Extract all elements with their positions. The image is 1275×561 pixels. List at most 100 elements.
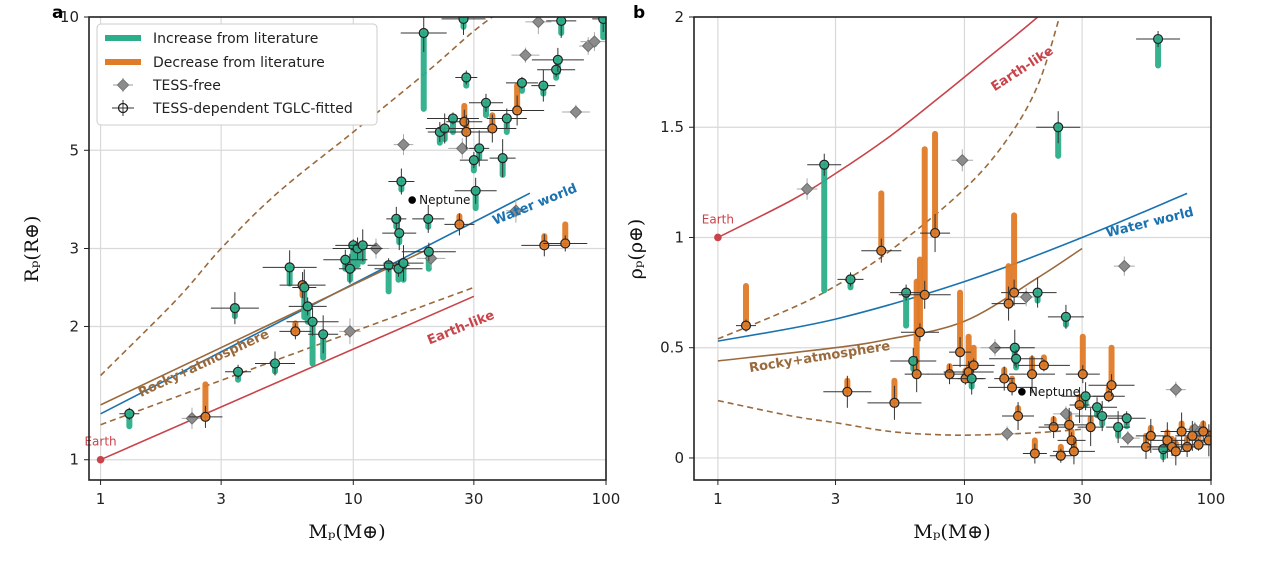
model-label: Earth-like — [989, 43, 1057, 94]
tess-dependent-marker — [556, 17, 567, 26]
tess-dependent-marker — [914, 327, 926, 338]
tess-free-marker — [1019, 290, 1033, 304]
tess-dependent-marker — [1106, 380, 1117, 391]
tess-dependent-marker — [1066, 435, 1077, 446]
tess-dependent-marker — [396, 176, 407, 187]
tess-dependent-marker — [439, 123, 450, 134]
tess-dependent-marker — [1091, 402, 1103, 413]
tess-dependent-marker — [512, 105, 523, 116]
model-curve-rocky-atm-upper — [717, 17, 1061, 340]
model-curve-earth-like — [100, 295, 475, 461]
panel-a-models — [100, 17, 531, 461]
tess-dependent-marker — [357, 240, 368, 251]
tess-dependent-marker — [447, 113, 459, 124]
tess-dependent-marker — [1053, 122, 1064, 133]
tess-dependent-marker — [458, 17, 469, 25]
tess-dependent-marker — [1026, 369, 1038, 380]
ytick-label: 5 — [69, 141, 79, 159]
tess-dependent-marker — [1009, 287, 1020, 298]
tess-dependent-marker — [819, 159, 830, 170]
tess-dependent-marker — [1145, 430, 1156, 442]
tess-dependent-marker — [423, 246, 434, 257]
tess-dependent-marker — [423, 213, 434, 224]
ytick-label: 0 — [674, 449, 684, 467]
reference-point-earth — [96, 455, 105, 464]
tess-dependent-marker — [307, 316, 318, 327]
tess-free-marker — [800, 182, 814, 196]
legend-increase-label: Increase from literature — [153, 31, 318, 47]
legend-box — [96, 23, 378, 126]
ytick-label: 0.5 — [660, 339, 684, 357]
tess-dependent-marker — [468, 155, 479, 166]
tess-dependent-marker — [1006, 382, 1018, 393]
tess-dependent-marker — [1121, 413, 1132, 424]
xtick-label: 10 — [344, 490, 363, 508]
tess-dependent-marker — [461, 72, 472, 83]
tess-dependent-marker — [398, 258, 409, 269]
tess-dependent-marker — [1032, 287, 1043, 298]
panel-b-models — [717, 17, 1188, 436]
tess-free-marker — [1000, 427, 1014, 441]
panel-a-ticks: 1 3 10 30 100 1 2 3 5 10 — [60, 8, 620, 508]
tess-dependent-marker — [740, 320, 752, 331]
reference-label-neptune: Neptune — [419, 193, 470, 207]
panel-b-ticks: 1 3 10 30 100 0 0.5 1 1.5 2 — [660, 8, 1225, 508]
panel-b-xlabel: Mₚ(M⊕) — [913, 521, 990, 543]
tess-free-marker — [519, 48, 532, 62]
tess-dependent-marker — [487, 123, 498, 134]
tess-free-marker — [1169, 383, 1183, 396]
xtick-label: 30 — [464, 490, 483, 508]
panel-b-ylabel: ρₚ(ρ⊕) — [625, 219, 647, 280]
panel-b-letter: b — [633, 3, 645, 23]
tess-dependent-marker — [232, 366, 244, 377]
model-curve-water-world — [717, 192, 1188, 342]
tess-dependent-marker — [501, 113, 512, 124]
tess-dependent-marker — [1170, 446, 1181, 457]
tess-dependent-marker — [1152, 33, 1164, 45]
tess-dependent-marker — [845, 274, 856, 285]
panel-a-data — [119, 17, 606, 430]
panel-a-xlabel: Mₚ(M⊕) — [308, 521, 385, 543]
tess-dependent-marker — [1158, 444, 1169, 455]
ytick-label: 1.5 — [660, 118, 684, 136]
tess-free-marker — [588, 35, 601, 48]
xtick-label: 1 — [713, 490, 723, 508]
tess-dependent-marker — [1064, 419, 1075, 430]
panel-a-ylabel: Rₚ(R⊕) — [21, 216, 43, 283]
tess-dependent-marker — [1085, 421, 1096, 433]
tess-dependent-marker — [459, 116, 470, 127]
tess-dependent-marker — [394, 228, 405, 239]
tess-dependent-marker — [1203, 435, 1211, 446]
tess-dependent-marker — [908, 355, 919, 367]
tess-dependent-marker — [299, 282, 310, 293]
tess-dependent-marker — [391, 213, 402, 224]
tess-free-marker — [1117, 259, 1131, 273]
tess-free-marker — [455, 142, 469, 155]
xtick-label: 1 — [96, 490, 106, 508]
tess-dependent-marker — [1012, 410, 1024, 422]
tess-free-marker — [343, 324, 357, 338]
tess-dependent-marker — [1048, 421, 1059, 433]
tess-dependent-marker — [999, 373, 1010, 384]
model-curve-rocky-atmosphere — [717, 247, 1083, 362]
model-label: Water world — [1105, 205, 1196, 241]
tess-dependent-marker — [538, 80, 549, 91]
tess-dependent-marker — [1113, 421, 1124, 433]
panel-a-letter: a — [52, 3, 63, 23]
tess-dependent-marker — [461, 126, 472, 138]
ytick-label: 10 — [60, 8, 79, 26]
legend: Increase from literature Decrease from l… — [96, 23, 378, 126]
tess-dependent-marker — [842, 386, 853, 397]
tess-dependent-marker — [1182, 441, 1193, 453]
model-curve-earth-like — [717, 17, 1039, 239]
tess-dependent-marker — [876, 245, 887, 256]
reference-point-neptune — [408, 196, 416, 204]
tess-dependent-marker — [1003, 298, 1014, 309]
tess-dependent-marker — [302, 301, 313, 312]
tess-dependent-marker — [1011, 353, 1022, 364]
tess-dependent-marker — [954, 347, 966, 358]
ytick-label: 1 — [674, 228, 684, 246]
ytick-label: 1 — [69, 451, 79, 469]
